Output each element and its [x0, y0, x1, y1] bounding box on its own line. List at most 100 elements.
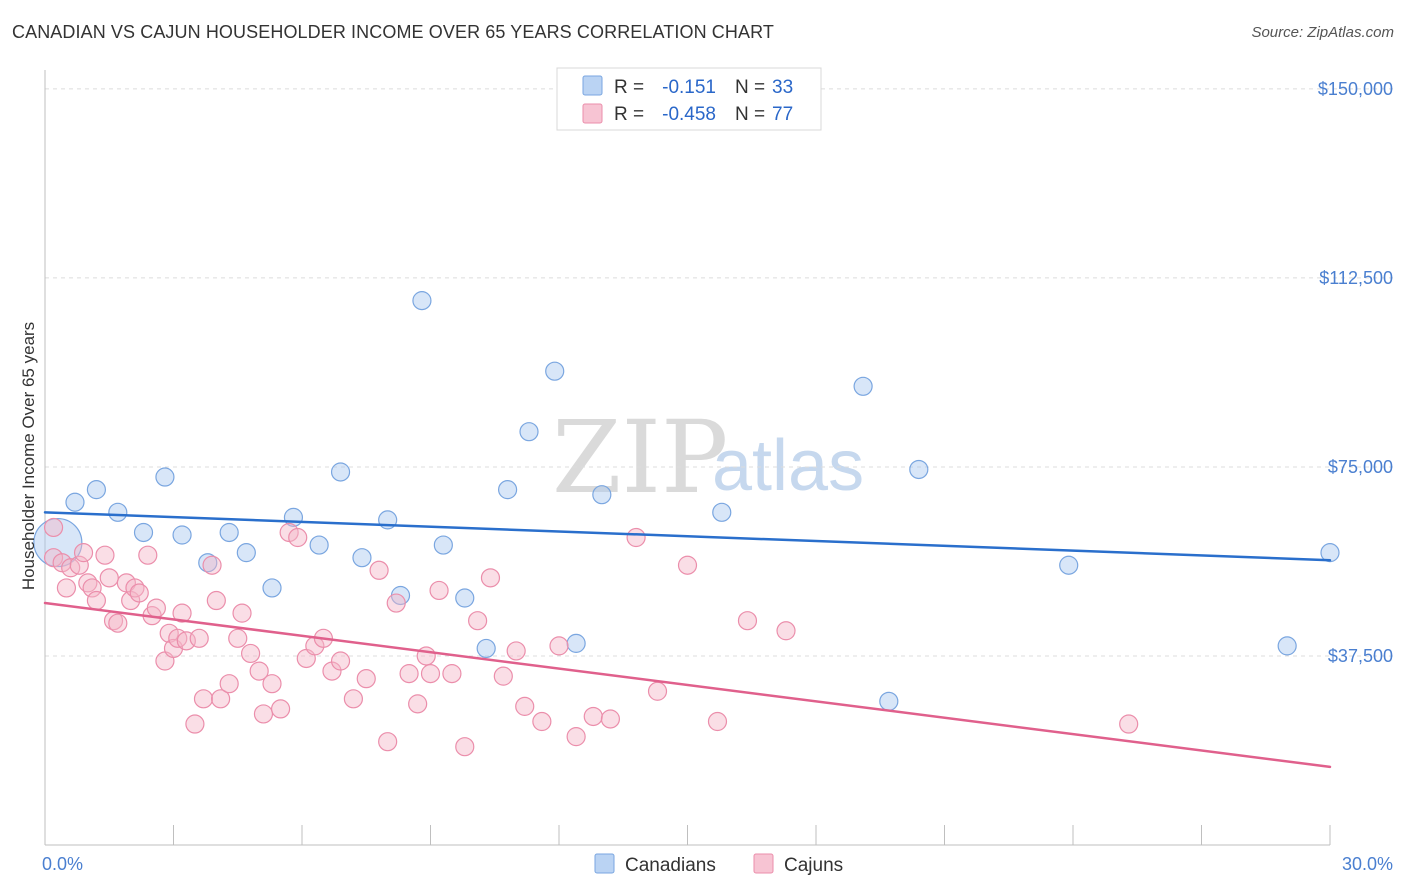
point-canadians-6 — [172, 525, 192, 545]
trend-line-cajuns — [43, 601, 1332, 769]
point-cajuns-63 — [506, 641, 526, 661]
point-cajuns-1 — [43, 517, 64, 538]
point-canadians-19 — [455, 588, 475, 608]
point-cajuns-62 — [493, 666, 513, 686]
point-canadians-22 — [519, 422, 539, 442]
point-cajuns-53 — [399, 664, 419, 684]
point-cajuns-27 — [185, 714, 205, 734]
point-cajuns-29 — [193, 689, 214, 709]
point-cajuns-49 — [356, 669, 376, 689]
point-cajuns-25 — [172, 603, 192, 623]
point-cajuns-28 — [189, 628, 209, 648]
point-cajuns-73 — [707, 711, 728, 732]
point-cajuns-34 — [228, 628, 248, 648]
legend-n-label-canadians: N = — [735, 77, 765, 98]
watermark-atlas: atlas — [712, 426, 864, 506]
point-cajuns-70 — [626, 527, 646, 548]
point-canadians-14 — [352, 548, 372, 568]
legend-r-label-canadians: R = — [614, 77, 644, 98]
point-cajuns-8 — [82, 578, 102, 598]
point-canadians-9 — [236, 543, 256, 563]
point-cajuns-17 — [129, 583, 149, 603]
point-cajuns-38 — [253, 704, 274, 724]
legend-n-label-cajuns: N = — [735, 104, 765, 125]
point-canadians-30 — [1059, 555, 1079, 575]
y-tick-label-3: $150,000 — [1318, 79, 1393, 99]
legend-swatch-canadians — [582, 75, 603, 96]
point-canadians-29 — [909, 459, 929, 480]
point-cajuns-10 — [95, 545, 115, 565]
point-cajuns-57 — [429, 580, 449, 601]
point-cajuns-36 — [241, 643, 261, 664]
y-tick-label-2: $112,500 — [1319, 268, 1393, 288]
x-tick-label-min: 0.0% — [42, 854, 83, 874]
legend-r-value-canadians: -0.151 — [662, 77, 716, 98]
point-cajuns-3 — [56, 578, 77, 598]
point-canadians-18 — [433, 535, 453, 555]
point-canadians-10 — [262, 578, 282, 598]
x-tick-labels: 0.0% 30.0% — [42, 854, 1393, 874]
point-cajuns-61 — [480, 568, 501, 588]
point-cajuns-72 — [677, 555, 698, 575]
point-canadians-26 — [712, 502, 732, 522]
series-legend: Canadians Cajuns — [594, 853, 843, 876]
legend-n-value-cajuns: 77 — [772, 104, 793, 125]
point-canadians-21 — [498, 480, 518, 500]
x-tick-label-max: 30.0% — [1342, 854, 1393, 874]
point-canadians-13 — [330, 462, 351, 482]
point-cajuns-58 — [442, 664, 462, 684]
point-cajuns-42 — [288, 527, 308, 548]
point-cajuns-54 — [408, 694, 428, 714]
point-canadians-3 — [108, 502, 128, 522]
chart-title: CANADIAN VS CAJUN HOUSEHOLDER INCOME OVE… — [12, 22, 774, 42]
point-canadians-1 — [65, 492, 85, 512]
axes — [44, 70, 1331, 846]
point-canadians-27 — [853, 376, 873, 396]
point-cajuns-20 — [146, 598, 166, 618]
point-cajuns-13 — [108, 613, 128, 633]
legend-label-cajuns: Cajuns — [784, 855, 843, 876]
watermark: ZIP atlas — [552, 399, 864, 516]
legend-swatch-cajuns-bottom — [753, 853, 774, 874]
gridlines — [45, 88, 1394, 657]
point-cajuns-65 — [532, 711, 552, 732]
point-cajuns-64 — [515, 696, 535, 716]
point-cajuns-47 — [330, 651, 351, 671]
trend-line-canadians — [43, 511, 1332, 562]
y-tick-labels: $37,500 $75,000 $112,500 $150,000 — [1318, 79, 1393, 666]
y-tick-label-0: $37,500 — [1328, 646, 1393, 666]
point-canadians-25 — [592, 485, 612, 505]
point-canadians-24 — [566, 633, 586, 653]
point-canadians-2 — [86, 480, 107, 500]
point-canadians-12 — [309, 535, 329, 555]
source-label: Source: ZipAtlas.com — [1251, 24, 1394, 41]
point-canadians-20 — [476, 638, 496, 659]
point-cajuns-30 — [202, 555, 222, 575]
point-canadians-31 — [1277, 636, 1297, 656]
watermark-zip: ZIP — [552, 399, 728, 516]
point-cajuns-33 — [219, 674, 239, 694]
legend-swatch-cajuns — [582, 103, 603, 124]
point-canadians-17 — [412, 291, 432, 311]
point-canadians-5 — [155, 467, 175, 487]
point-cajuns-74 — [737, 611, 758, 631]
point-cajuns-32 — [211, 689, 231, 709]
point-cajuns-68 — [583, 706, 603, 727]
point-cajuns-66 — [549, 636, 569, 656]
point-cajuns-52 — [386, 593, 406, 613]
point-cajuns-59 — [455, 737, 475, 757]
point-canadians-8 — [219, 522, 239, 543]
point-cajuns-76 — [1119, 714, 1139, 734]
y-axis-label: Householder Income Over 65 years — [19, 322, 38, 590]
point-cajuns-39 — [262, 674, 282, 694]
point-cajuns-60 — [468, 611, 488, 631]
trend-lines — [43, 511, 1332, 769]
point-cajuns-40 — [270, 699, 291, 719]
point-canadians-0 — [33, 517, 83, 568]
point-cajuns-71 — [647, 681, 668, 701]
point-cajuns-6 — [73, 543, 94, 563]
point-canadians-23 — [545, 361, 565, 381]
point-cajuns-67 — [566, 727, 586, 747]
point-cajuns-56 — [420, 664, 441, 684]
legend-n-value-canadians: 33 — [772, 77, 793, 98]
